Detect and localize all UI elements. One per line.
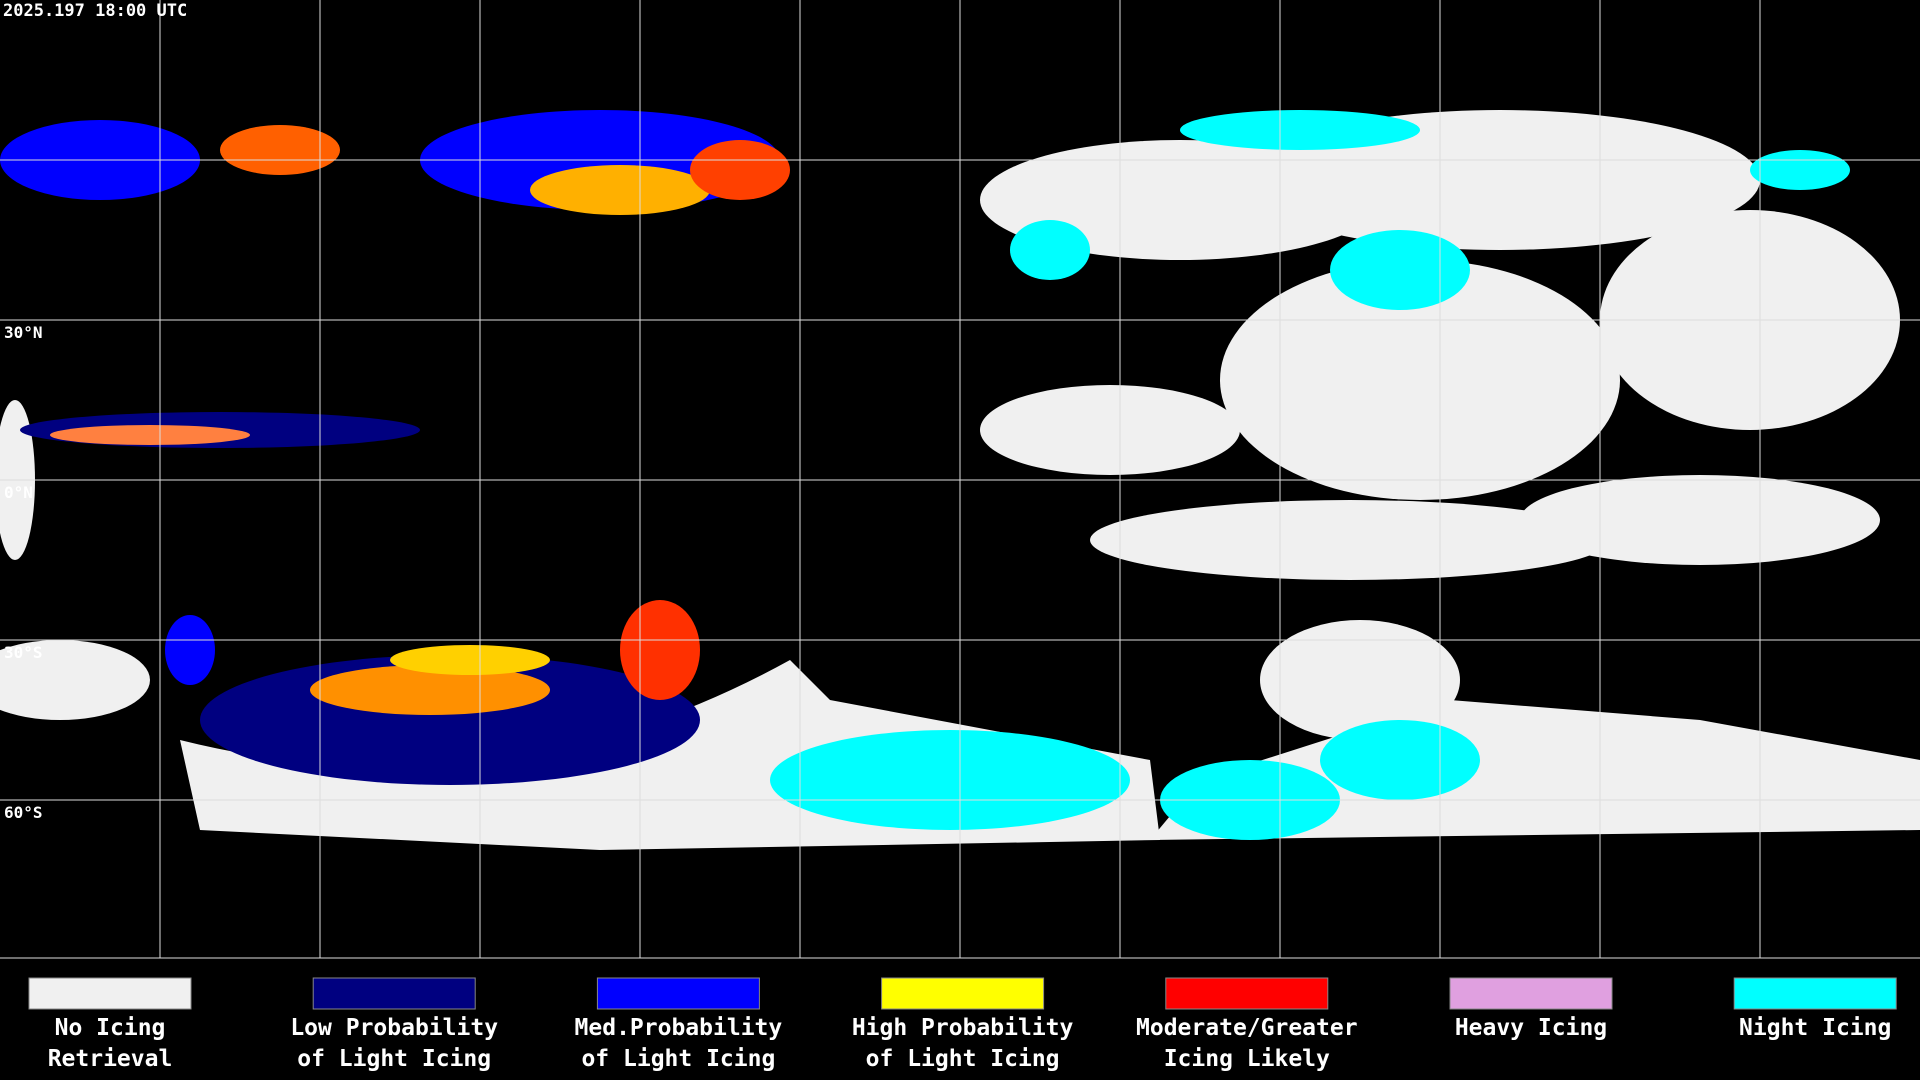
- map-imagery: [0, 110, 1920, 850]
- legend-swatch: [1449, 977, 1613, 1010]
- legend-swatch: [881, 977, 1045, 1010]
- legend-label: Night Icing: [1739, 1015, 1891, 1041]
- legend-label: Heavy Icing: [1455, 1015, 1607, 1041]
- legend-label: of Light Icing: [297, 1046, 491, 1072]
- legend-label: Moderate/Greater: [1136, 1015, 1358, 1041]
- legend-label: High Probability: [852, 1015, 1074, 1041]
- legend-label: Med.Probability: [575, 1015, 783, 1041]
- timestamp: 2025.197 18:00 UTC: [3, 1, 187, 21]
- legend-swatch: [312, 977, 476, 1010]
- latitude-label: 60°S: [4, 803, 43, 822]
- legend: No Icing Retrieval Low Probability of Light…: [28, 977, 1897, 1072]
- legend-swatch: [596, 977, 760, 1010]
- night-icing-areas: [770, 110, 1850, 840]
- legend-swatch: [1733, 977, 1897, 1010]
- legend-label: of Light Icing: [866, 1046, 1060, 1072]
- legend-swatch: [28, 977, 192, 1010]
- legend-swatch: [1165, 977, 1329, 1010]
- legend-label: Retrieval: [48, 1046, 173, 1072]
- latitude-labels: 30°N 0°N 30°S 60°S: [4, 323, 43, 822]
- graticule: [0, 0, 1920, 959]
- latitude-label: 30°S: [4, 643, 43, 662]
- latitude-label: 30°N: [4, 323, 43, 342]
- legend-label: of Light Icing: [581, 1046, 775, 1072]
- legend-label: Icing Likely: [1164, 1046, 1330, 1072]
- legend-label: Low Probability: [290, 1015, 498, 1041]
- latitude-label: 0°N: [4, 483, 33, 502]
- legend-label: No Icing: [55, 1015, 166, 1041]
- icing-probability-areas: [0, 110, 790, 785]
